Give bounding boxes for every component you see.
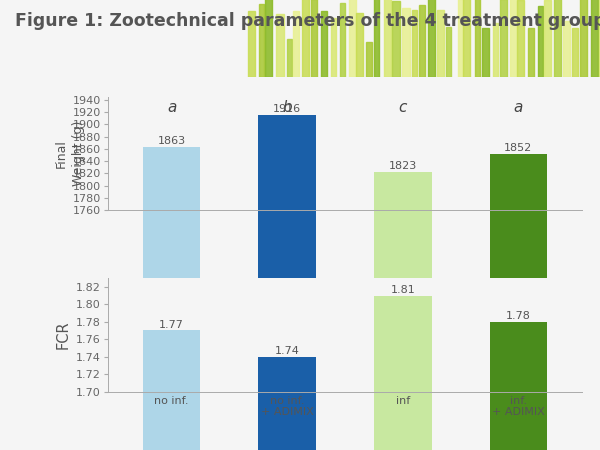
- Bar: [258, 356, 316, 392]
- Bar: [482, 27, 489, 76]
- Text: 1852: 1852: [504, 143, 533, 153]
- Bar: [143, 330, 200, 392]
- Bar: [392, 1, 400, 76]
- Bar: [374, 296, 432, 392]
- Bar: [349, 0, 356, 76]
- Bar: [500, 0, 507, 76]
- Text: a: a: [167, 100, 176, 115]
- Bar: [419, 5, 425, 76]
- Text: 1.78: 1.78: [506, 311, 531, 321]
- Bar: [293, 11, 299, 76]
- Bar: [528, 28, 535, 76]
- Bar: [331, 18, 335, 76]
- Bar: [554, 0, 561, 76]
- Bar: [511, 0, 517, 76]
- Bar: [356, 13, 363, 76]
- Bar: [563, 22, 569, 76]
- Bar: [475, 0, 481, 76]
- Bar: [490, 154, 547, 450]
- Text: 1823: 1823: [389, 161, 417, 171]
- Bar: [402, 8, 410, 76]
- Text: 1.77: 1.77: [159, 320, 184, 329]
- Bar: [580, 0, 587, 76]
- Text: 1863: 1863: [158, 136, 185, 146]
- Y-axis label: Final
Weight (g): Final Weight (g): [55, 121, 85, 186]
- Y-axis label: FCR: FCR: [56, 320, 71, 349]
- Bar: [385, 0, 391, 76]
- Text: Figure 1: Zootechnical parameters of the 4 treatment groups: Figure 1: Zootechnical parameters of the…: [15, 13, 600, 31]
- Bar: [437, 9, 443, 77]
- Bar: [490, 322, 547, 392]
- Bar: [321, 11, 326, 76]
- Bar: [276, 14, 284, 77]
- Bar: [458, 0, 463, 76]
- Text: c: c: [398, 100, 407, 115]
- Bar: [374, 171, 432, 450]
- Bar: [374, 0, 379, 76]
- Bar: [599, 0, 600, 76]
- Text: b: b: [283, 100, 292, 115]
- Bar: [493, 22, 498, 76]
- Bar: [446, 27, 451, 76]
- Bar: [463, 0, 470, 76]
- Bar: [248, 10, 255, 76]
- Bar: [311, 0, 317, 76]
- Text: 1916: 1916: [273, 104, 301, 113]
- Bar: [365, 42, 372, 76]
- Bar: [258, 114, 316, 450]
- Bar: [143, 147, 200, 450]
- Bar: [517, 0, 524, 77]
- Bar: [591, 0, 598, 76]
- Bar: [544, 0, 551, 76]
- Bar: [412, 10, 417, 76]
- Bar: [302, 0, 309, 76]
- Bar: [572, 27, 578, 76]
- Bar: [259, 4, 264, 76]
- Bar: [428, 0, 435, 76]
- Bar: [340, 3, 345, 77]
- Bar: [538, 6, 542, 76]
- Bar: [265, 0, 272, 76]
- Text: a: a: [514, 100, 523, 115]
- Text: 1.74: 1.74: [275, 346, 299, 356]
- Text: 1.81: 1.81: [391, 285, 415, 295]
- Bar: [287, 39, 292, 76]
